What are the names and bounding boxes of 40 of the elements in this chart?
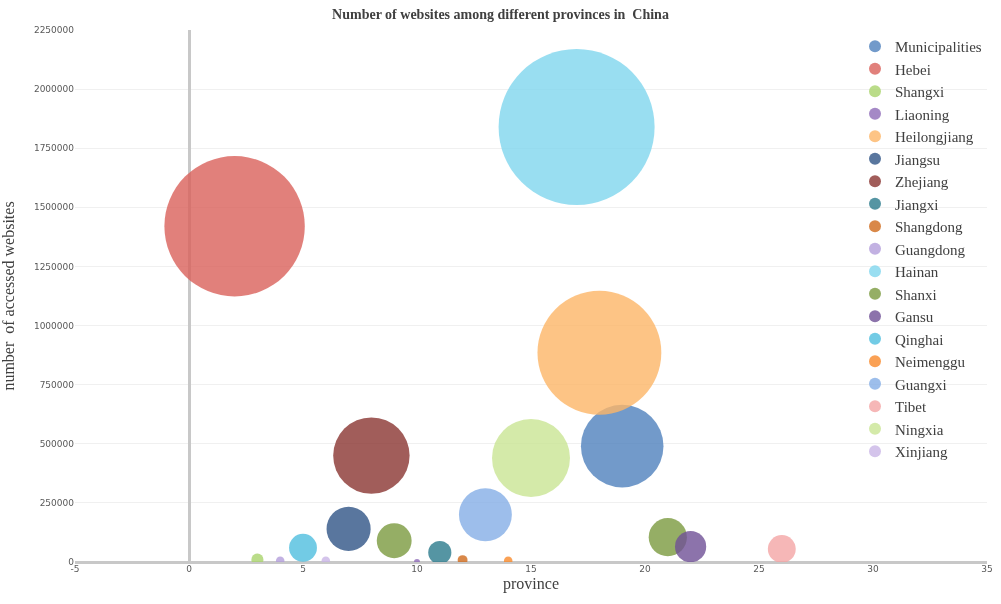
legend-label: Qinghai [895,331,944,348]
legend-label: Hainan [895,264,939,281]
legend-label: Shangxi [895,84,945,101]
legend-label: Liaoning [895,106,950,123]
x-tick-label: 0 [186,564,193,574]
x-tick-label: 35 [981,564,993,574]
y-tick-label: 750000 [39,379,75,390]
legend-label: Heilongjiang [895,129,974,146]
legend-label: Zhejiang [895,174,949,191]
legend-label: Shanxi [895,286,937,303]
y-tick-label: 1500000 [33,202,75,213]
x-tick-label: 10 [411,564,423,574]
legend-label: Hebei [895,61,931,78]
x-tick-label: 25 [753,564,765,574]
legend-label: Ningxia [895,421,944,438]
legend-label: Jiangsu [895,151,941,168]
x-tick-label: 15 [525,564,537,574]
x-tick-label: 5 [300,564,306,574]
y-tick-label: 1000000 [33,320,75,331]
x-axis-title: province [503,574,559,593]
x-tick-label: 30 [867,564,879,574]
y-tick-label: 500000 [39,438,75,449]
y-tick-label: 2000000 [33,84,75,95]
x-tick-label: 20 [639,564,651,574]
y-axis-title: number of accessed websites [0,201,17,391]
legend-label: Xinjiang [895,444,948,461]
chart-title: Number of websites among different provinces in China [332,6,669,22]
legend-label: Guangxi [895,376,947,393]
y-tick-label: 1250000 [33,261,75,272]
x-tick-label: -5 [70,564,80,574]
legend-label: Neimenggu [895,354,966,371]
legend-label: Gansu [895,309,934,326]
y-tick-label: 1750000 [33,143,75,154]
legend-label: Jiangxi [895,196,939,213]
legend-label: Guangdong [895,241,966,258]
legend-label: Shangdong [895,219,963,236]
y-tick-label: 2250000 [33,25,75,36]
legend-label: Tibet [895,399,927,416]
y-tick-label: 250000 [39,498,75,509]
legend-label: Municipalities [895,39,982,56]
